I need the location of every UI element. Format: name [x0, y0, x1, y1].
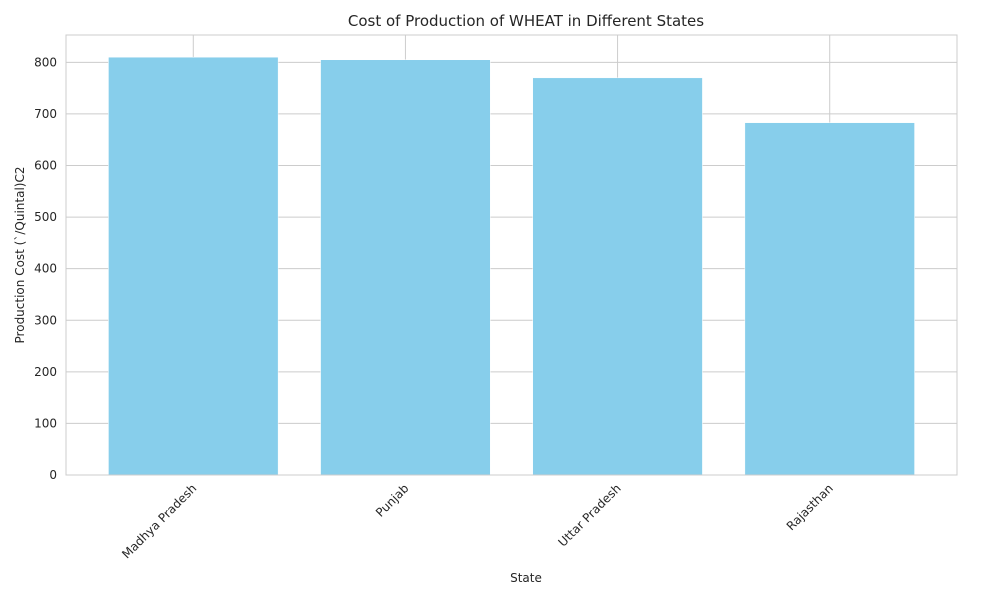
y-tick-label: 800 [34, 55, 57, 69]
bar [320, 59, 491, 476]
y-tick-label: 0 [49, 468, 57, 482]
y-tick-label: 400 [34, 262, 57, 276]
plot-frame [65, 34, 958, 476]
y-axis-label: Production Cost (`/Quintal)C2 [13, 167, 27, 344]
x-tick-label: Uttar Pradesh [555, 481, 623, 549]
x-axis-label: State [510, 571, 542, 585]
x-tick-label: Madhya Pradesh [119, 481, 199, 561]
bars [108, 56, 915, 476]
y-tick-label: 300 [34, 313, 57, 327]
chart-title: Cost of Production of WHEAT in Different… [348, 12, 704, 30]
x-tick-labels: Madhya Pradesh Punjab Uttar Pradesh Rajasth… [119, 481, 836, 561]
y-tick-label: 600 [34, 159, 57, 173]
bar [532, 77, 703, 476]
y-tick-label: 700 [34, 107, 57, 121]
x-tick-label: Punjab [373, 481, 412, 520]
bar [108, 56, 279, 476]
y-tick-label: 200 [34, 365, 57, 379]
y-tick-label: 500 [34, 210, 57, 224]
x-tick-label: Rajasthan [784, 481, 836, 533]
bar [744, 122, 915, 476]
y-tick-label: 100 [34, 416, 57, 430]
y-tick-labels: 0 100 200 300 400 500 600 700 800 [34, 55, 57, 482]
